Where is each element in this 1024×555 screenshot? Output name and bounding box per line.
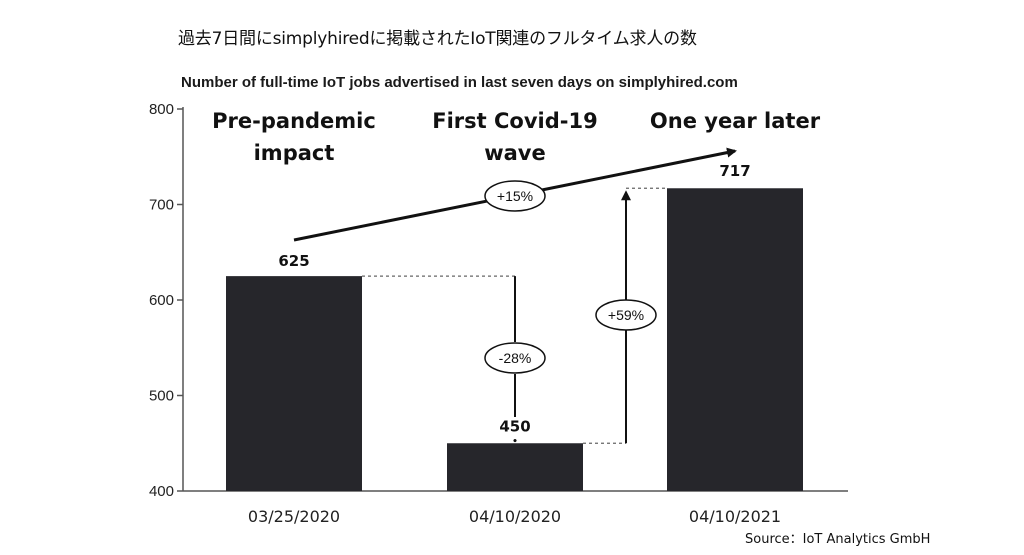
trend-label: +15%: [497, 188, 533, 204]
y-tick-label: 500: [149, 388, 174, 405]
decline-tick: •: [512, 437, 518, 447]
decline-label: -28%: [499, 350, 532, 366]
phase-label: One year later: [650, 109, 821, 133]
x-tick-label: 04/10/2020: [469, 507, 561, 526]
bar: [226, 276, 362, 491]
source-note: Source：IoT Analytics GmbH: [745, 532, 931, 547]
phase-label: wave: [484, 141, 546, 165]
data-label: 717: [719, 162, 750, 180]
recovery-label: +59%: [608, 307, 644, 323]
trend-badge: [484, 180, 546, 212]
bar: [447, 443, 583, 491]
phase-label: Pre-pandemic: [212, 109, 376, 133]
page-title: 過去7日間にsimplyhiredに掲載されたIoT関連のフルタイム求人の数: [178, 29, 697, 49]
recovery-badge: [595, 299, 657, 331]
y-tick-label: 700: [149, 197, 174, 214]
bar: [667, 188, 803, 491]
y-tick-label: 800: [149, 101, 174, 118]
chart-title: Number of full-time IoT jobs advertised …: [181, 74, 738, 91]
x-tick-label: 04/10/2021: [689, 507, 781, 526]
x-tick-label: 03/25/2020: [248, 507, 340, 526]
phase-label: First Covid-19: [432, 109, 597, 133]
y-tick-label: 400: [149, 483, 174, 500]
data-label: 450: [499, 417, 530, 435]
y-tick-label: 600: [149, 292, 174, 309]
decline-badge: [484, 342, 546, 374]
data-label: 625: [278, 252, 309, 270]
phase-label: impact: [254, 141, 335, 165]
